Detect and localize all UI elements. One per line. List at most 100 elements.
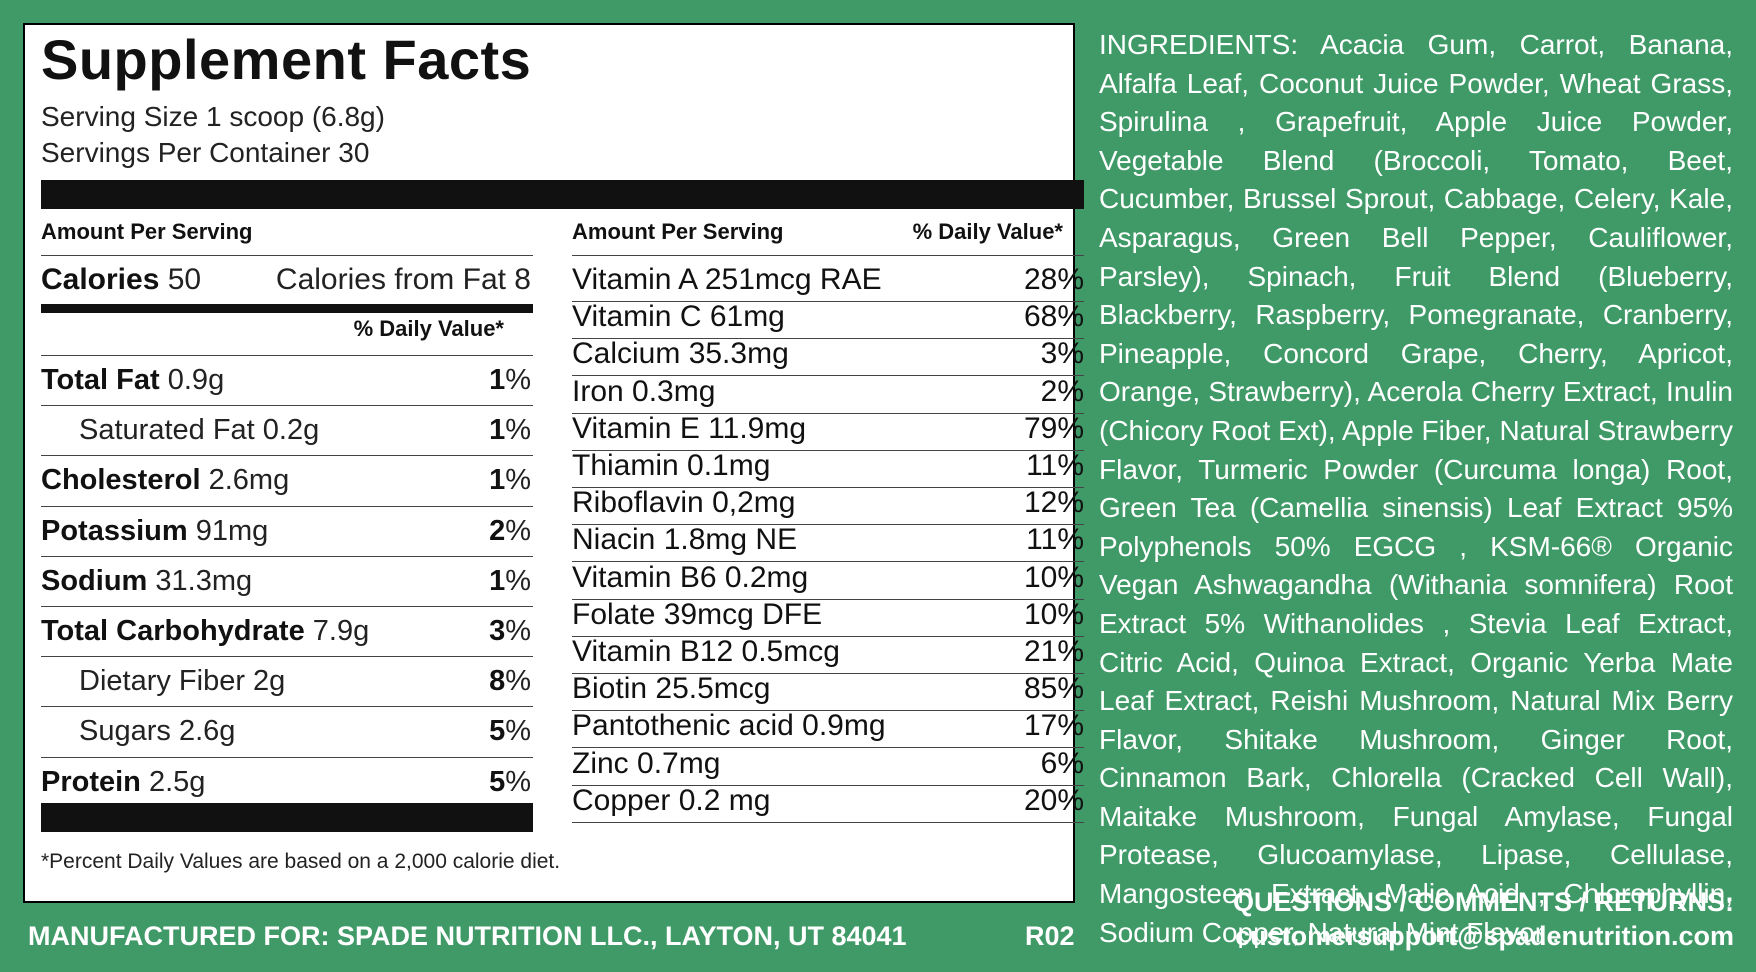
nutrient-name: Dietary Fiber 2g: [79, 665, 286, 697]
daily-value-number: 1: [489, 565, 506, 597]
footnote: *Percent Daily Values are based on a 2,0…: [41, 850, 561, 873]
calories-row: Calories 50 Calories from Fat 8: [41, 261, 533, 301]
nutrient-row: Vitamin C 61mg 68%: [572, 298, 1084, 338]
nutrient-name: Pantothenic acid 0.9mg: [572, 709, 886, 742]
nutrient-row: Total Fat 0.9g 1%: [41, 358, 533, 402]
nutrient-name: Vitamin E 11.9mg: [572, 412, 807, 445]
right-amount-header: Amount Per Serving: [572, 219, 784, 244]
daily-value-sign: %: [505, 715, 531, 747]
nutrient-daily-value: 2%: [1040, 375, 1084, 408]
divider: [572, 255, 1084, 256]
servings-per-container: Servings Per Container 30: [41, 137, 370, 168]
nutrient-daily-value: 5%: [489, 766, 531, 799]
nutrient-row: Niacin 1.8mg NE 11%: [572, 521, 1084, 561]
nutrient-daily-value: 12%: [1023, 486, 1084, 519]
divider: [572, 524, 1084, 525]
daily-value-number: 2: [489, 515, 506, 547]
nutrient-row: Folate 39mcg DFE 10%: [572, 596, 1084, 636]
divider: [572, 487, 1084, 488]
daily-value-number: 1: [489, 364, 506, 396]
divider: [41, 355, 533, 356]
nutrient-daily-value: 5%: [489, 715, 531, 748]
divider: [41, 405, 533, 406]
nutrient-name: Copper 0.2 mg: [572, 784, 771, 817]
nutrient-daily-value: 3%: [489, 615, 531, 648]
nutrient-name: Total Carbohydrate 7.9g: [41, 615, 369, 648]
nutrient-row: Vitamin B12 0.5mcg 21%: [572, 633, 1084, 673]
divider: [572, 375, 1084, 376]
calories-from-fat: Calories from Fat 8: [275, 263, 531, 296]
nutrient-name: Calcium 35.3mg: [572, 337, 789, 370]
nutrient-amount: 2.5g: [148, 766, 206, 798]
nutrient-row: Sodium 31.3mg 1%: [41, 559, 533, 603]
nutrient-name: Saturated Fat 0.2g: [79, 414, 320, 446]
divider: [572, 747, 1084, 748]
nutrient-amount: 2.6mg: [208, 464, 290, 496]
nutrient-daily-value: 79%: [1023, 412, 1084, 445]
divider: [41, 255, 533, 256]
nutrient-daily-value: 8%: [489, 665, 531, 698]
questions-heading: QUESTIONS / COMMENTS / RETURNS:: [1232, 887, 1734, 917]
nutrient-row: Cholesterol 2.6mg 1%: [41, 458, 533, 502]
nutrient-row: Potassium 91mg 2%: [41, 509, 533, 553]
nutrient-name: Iron 0.3mg: [572, 375, 716, 408]
nutrient-daily-value: 1%: [489, 414, 531, 447]
nutrient-name: Sodium 31.3mg: [41, 565, 252, 598]
divider: [41, 455, 533, 456]
left-amount-header: Amount Per Serving: [41, 219, 253, 244]
nutrient-label: Cholesterol: [41, 464, 201, 496]
nutrient-name: Total Fat 0.9g: [41, 364, 224, 397]
nutrient-daily-value: 1%: [489, 565, 531, 598]
nutrient-name: Vitamin A 251mcg RAE: [572, 263, 882, 296]
manufactured-for: MANUFACTURED FOR: SPADE NUTRITION LLC., …: [28, 921, 907, 951]
nutrient-daily-value: 10%: [1023, 598, 1084, 631]
nutrient-daily-value: 17%: [1023, 709, 1084, 742]
daily-value-sign: %: [505, 364, 531, 396]
divider: [41, 706, 533, 707]
supplement-facts-panel: Supplement Facts Serving Size 1 scoop (6…: [23, 23, 1084, 903]
nutrient-name: Thiamin 0.1mg: [572, 449, 771, 482]
nutrient-daily-value: 85%: [1023, 672, 1084, 705]
daily-value-sign: %: [505, 665, 531, 697]
nutrient-name: Niacin 1.8mg NE: [572, 523, 798, 556]
divider: [572, 450, 1084, 451]
nutrient-row: Protein 2.5g 5%: [41, 760, 533, 804]
divider: [572, 710, 1084, 711]
nutrient-daily-value: 10%: [1023, 561, 1084, 594]
daily-value-number: 3: [489, 615, 506, 647]
divider: [572, 636, 1084, 637]
nutrient-name: Potassium 91mg: [41, 515, 268, 548]
divider: [572, 413, 1084, 414]
nutrient-daily-value: 68%: [1023, 300, 1084, 333]
nutrient-name: Sugars 2.6g: [79, 715, 236, 747]
nutrient-label: Potassium: [41, 515, 188, 547]
daily-value-number: 1: [489, 464, 506, 496]
support-email[interactable]: customersupport@spadenutrition.com: [1235, 921, 1734, 951]
divider: [572, 673, 1084, 674]
nutrient-row: Pantothenic acid 0.9mg 17%: [572, 707, 1084, 747]
nutrient-row: Calcium 35.3mg 3%: [572, 335, 1084, 375]
nutrient-row: Thiamin 0.1mg 11%: [572, 447, 1084, 487]
divider: [572, 561, 1084, 562]
nutrient-row: Vitamin A 251mcg RAE 28%: [572, 261, 1084, 301]
divider: [572, 785, 1084, 786]
daily-value-number: 1: [489, 414, 506, 446]
nutrient-label: Total Carbohydrate: [41, 615, 305, 647]
nutrient-name: Vitamin B6 0.2mg: [572, 561, 809, 594]
daily-value-sign: %: [505, 515, 531, 547]
nutrient-row: Dietary Fiber 2g 8%: [41, 659, 533, 703]
nutrient-row: Iron 0.3mg 2%: [572, 373, 1084, 413]
nutrient-name: Vitamin C 61mg: [572, 300, 785, 333]
nutrient-daily-value: 2%: [489, 515, 531, 548]
divider: [572, 599, 1084, 600]
nutrient-name: Riboflavin 0,2mg: [572, 486, 796, 519]
calories-value: 50: [167, 263, 202, 296]
ingredients-text: INGREDIENTS: Acacia Gum, Carrot, Banana,…: [1099, 29, 1733, 948]
nutrient-daily-value: 21%: [1023, 635, 1084, 668]
daily-value-sign: %: [505, 766, 531, 798]
thick-divider-bottom: [41, 803, 533, 832]
nutrient-daily-value: 6%: [1040, 747, 1084, 780]
revision-code: R02: [1025, 921, 1075, 951]
nutrient-row: Biotin 25.5mcg 85%: [572, 670, 1084, 710]
nutrient-daily-value: 28%: [1023, 263, 1084, 296]
